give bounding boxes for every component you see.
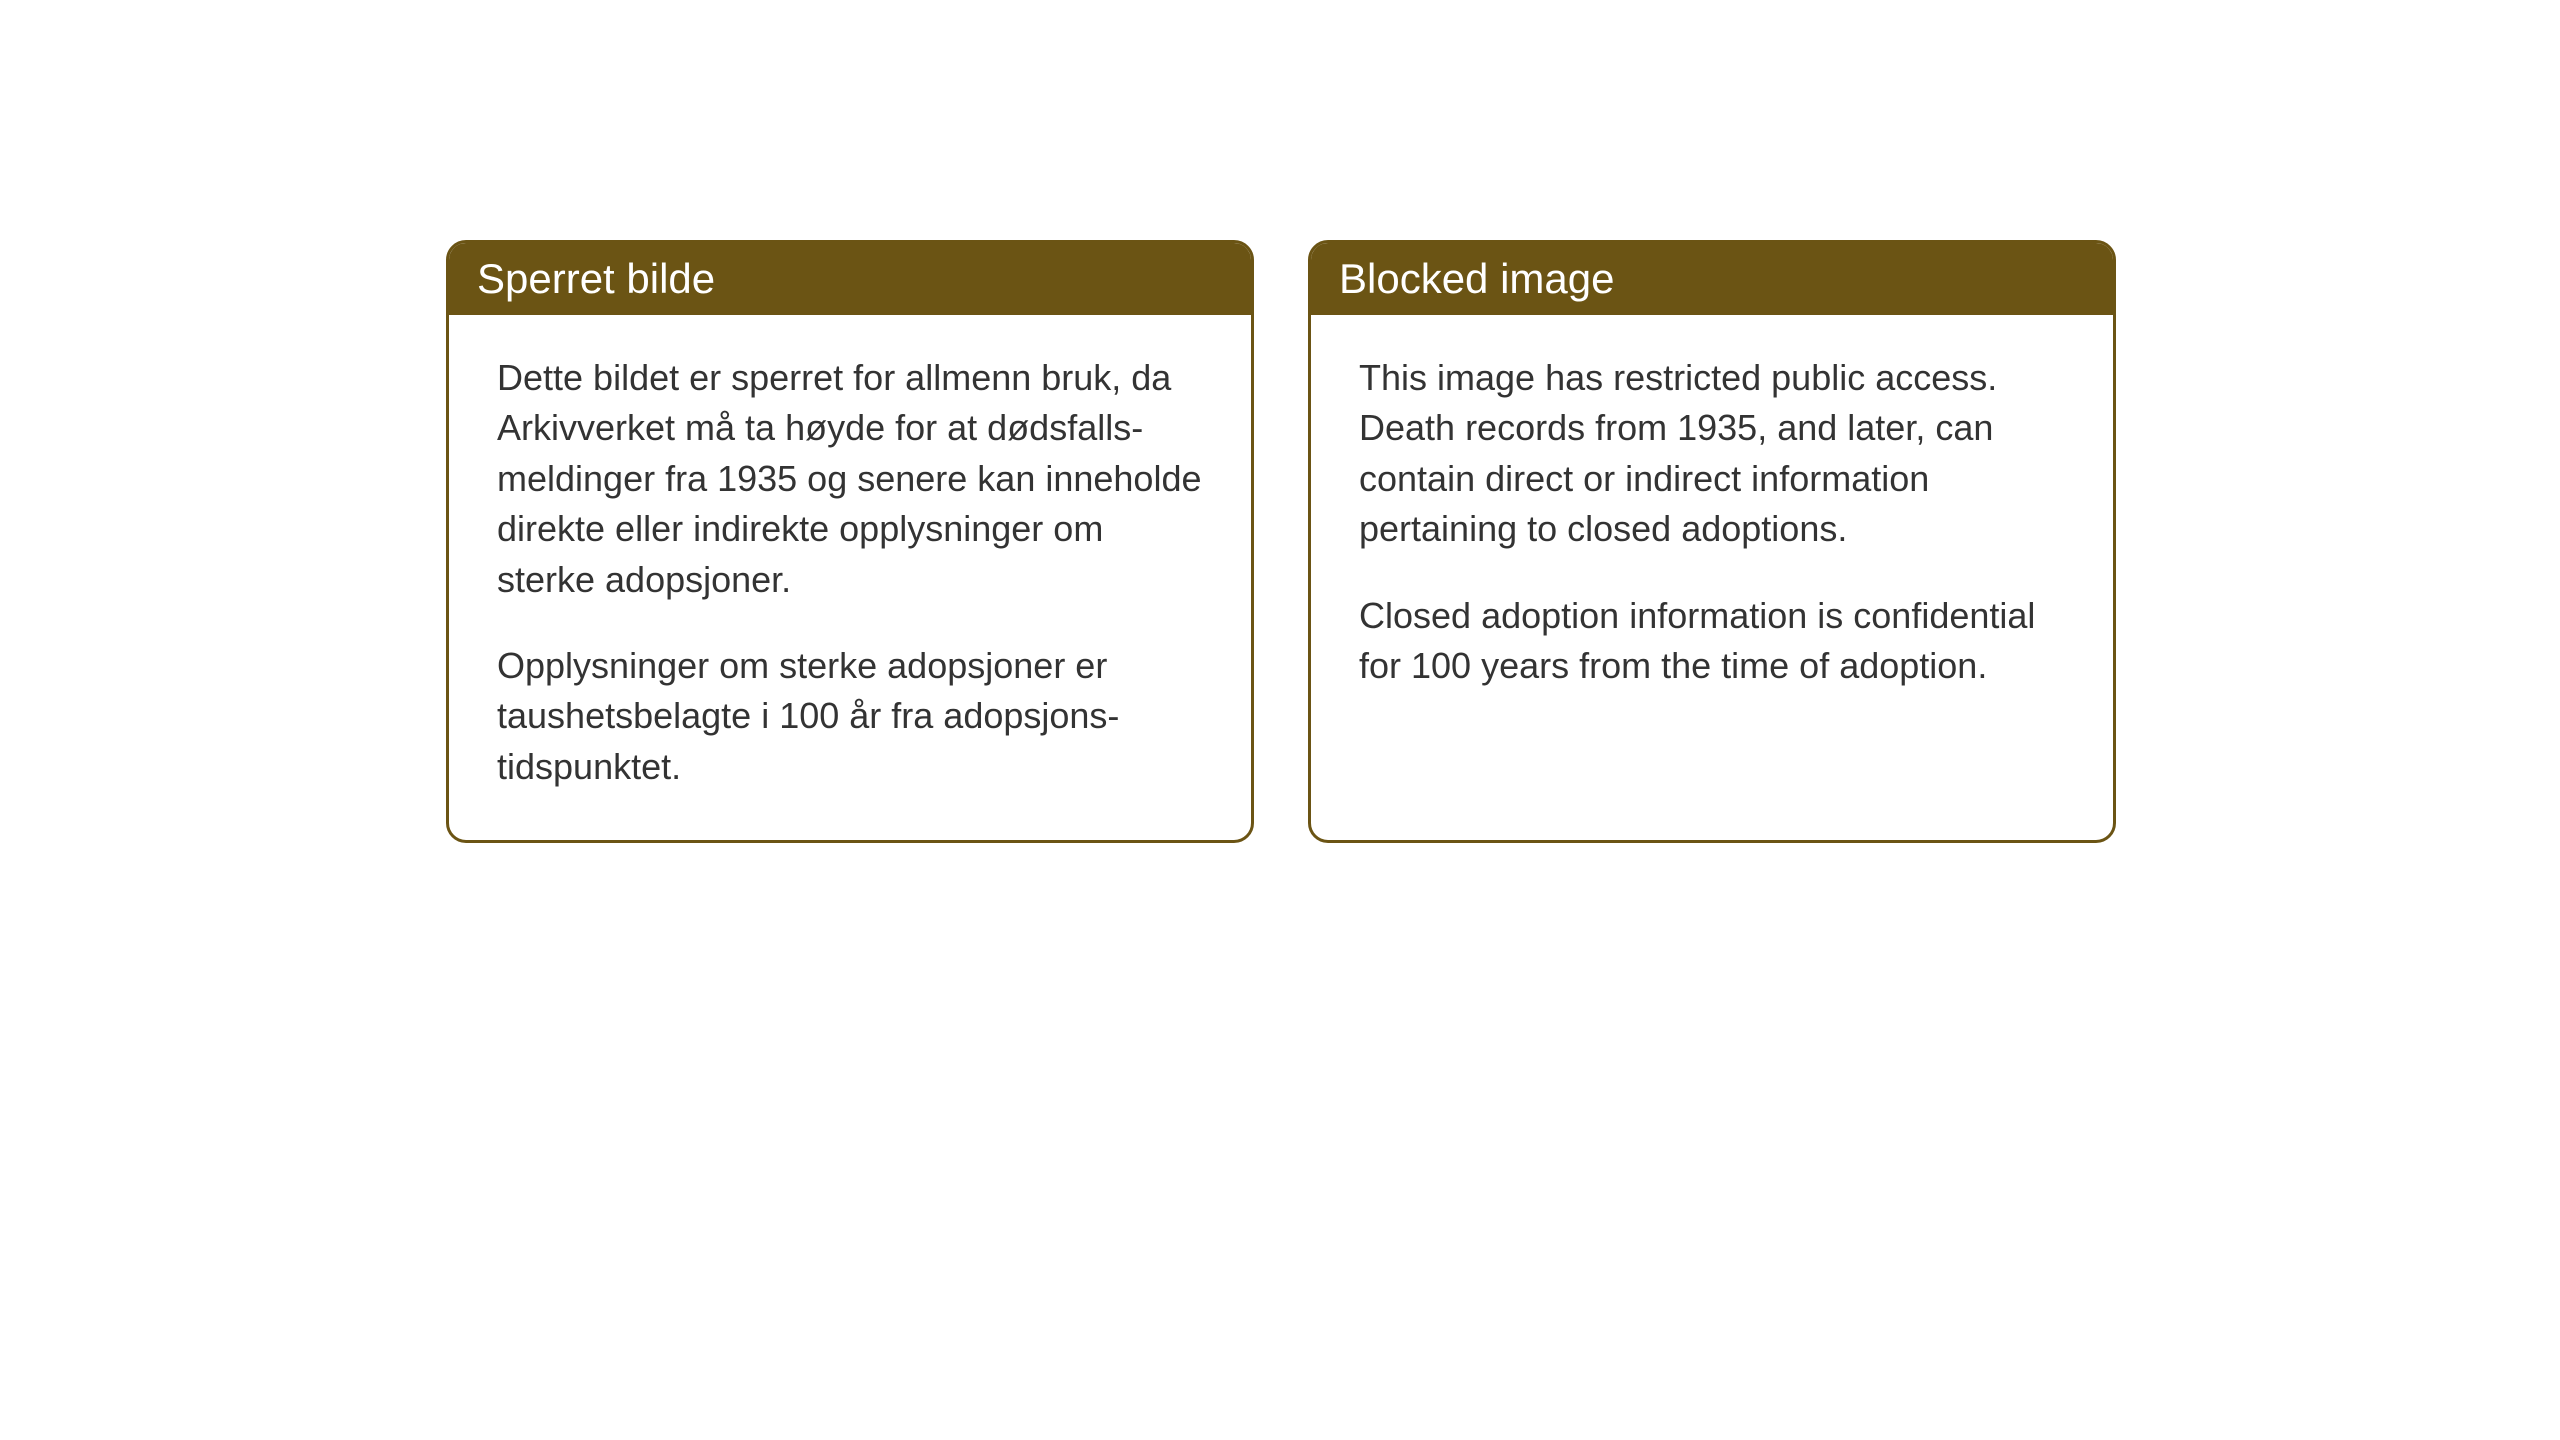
cards-container: Sperret bilde Dette bildet er sperret fo… (446, 240, 2116, 843)
card-header-norwegian: Sperret bilde (449, 243, 1251, 315)
card-paragraph: Dette bildet er sperret for allmenn bruk… (497, 353, 1203, 605)
card-header-english: Blocked image (1311, 243, 2113, 315)
card-body-english: This image has restricted public access.… (1311, 315, 2113, 739)
card-paragraph: Opplysninger om sterke adopsjoner er tau… (497, 641, 1203, 792)
card-english: Blocked image This image has restricted … (1308, 240, 2116, 843)
card-body-norwegian: Dette bildet er sperret for allmenn bruk… (449, 315, 1251, 840)
card-paragraph: This image has restricted public access.… (1359, 353, 2065, 555)
card-norwegian: Sperret bilde Dette bildet er sperret fo… (446, 240, 1254, 843)
card-paragraph: Closed adoption information is confident… (1359, 591, 2065, 692)
